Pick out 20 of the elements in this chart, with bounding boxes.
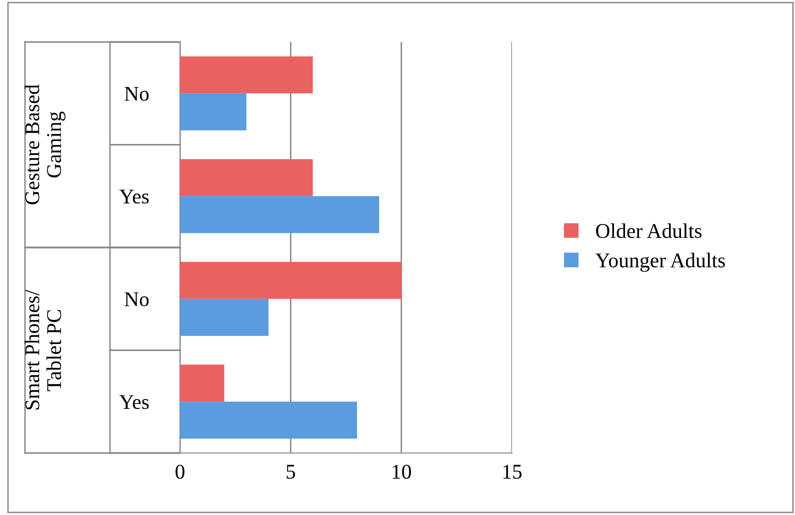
x-tick-label: 5 [286,464,296,479]
bar [180,56,313,94]
legend-label: Younger Adults [595,252,725,272]
y-tick-label: No [124,292,149,306]
y-tick-label: Yes [119,190,149,204]
legend-label: Older Adults [596,223,702,238]
text: Smart Phones/ Tablet PC [24,290,62,410]
bar [180,402,358,439]
text: Gesture Based Gaming [24,84,66,204]
bar [180,196,380,234]
bar [180,298,269,336]
bar [180,93,246,130]
x-tick-label: 0 [176,464,184,479]
x-tick-label: 10 [392,464,411,479]
y-tick-label: No [124,86,149,101]
bar [180,159,313,196]
y-tick-label: Yes [119,395,149,410]
x-tick-label: 15 [503,464,522,479]
bar [180,364,224,402]
bar [180,262,402,299]
